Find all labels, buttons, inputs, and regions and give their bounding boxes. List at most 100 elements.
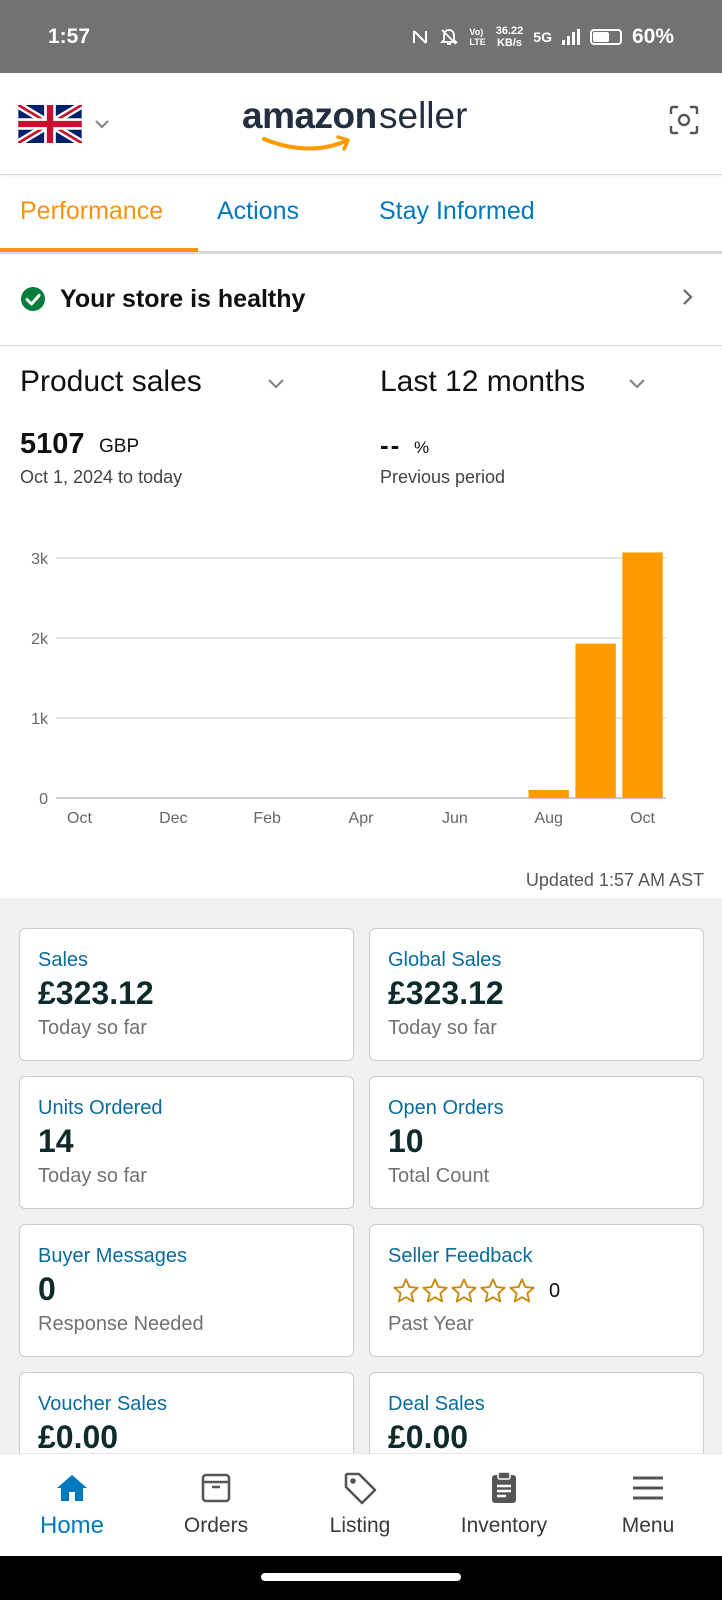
chevron-down-icon[interactable] <box>626 372 648 394</box>
status-bar: 1:57 Vo) LTE 36.22 KB/s 5G 60% <box>0 0 722 73</box>
network-type: 5G <box>533 28 552 45</box>
card-seller-feedback[interactable]: Seller Feedback 0 Past Year <box>369 1224 704 1357</box>
card-value: 14 <box>38 1123 74 1159</box>
chart-bar <box>575 643 616 798</box>
check-circle-icon <box>21 287 45 311</box>
change-value: -- <box>380 430 402 460</box>
tab-performance[interactable]: Performance <box>20 197 164 225</box>
country-selector[interactable] <box>18 105 112 143</box>
amazon-seller-logo: amazon seller <box>242 95 482 151</box>
card-title: Buyer Messages <box>38 1245 187 1267</box>
sales-bar-chart: 0 1k 2k 3k Oct Dec Feb Apr Jun Aug Oct <box>31 551 666 827</box>
card-subtitle: Today so far <box>388 1017 497 1039</box>
amazon-smile-icon <box>262 135 350 151</box>
card-value: £0.00 <box>38 1419 119 1455</box>
hamburger-menu-icon <box>633 1476 663 1500</box>
card-units-ordered[interactable]: Units Ordered 14 Today so far <box>19 1076 354 1209</box>
card-value: £0.00 <box>388 1419 469 1455</box>
nav-menu[interactable]: Menu <box>576 1454 720 1557</box>
x-tick-label: Aug <box>534 810 562 827</box>
battery-icon <box>589 28 622 45</box>
y-tick-label: 3k <box>31 551 49 568</box>
tab-stay-informed[interactable]: Stay Informed <box>379 197 535 225</box>
uk-flag-icon <box>18 105 82 143</box>
active-tab-indicator <box>0 248 198 252</box>
metric-selector[interactable]: Product sales <box>20 365 202 398</box>
battery-percent: 60% <box>631 24 674 48</box>
period-selector[interactable]: Last 12 months <box>380 365 586 398</box>
status-icons: Vo) LTE 36.22 KB/s 5G 60% <box>411 25 674 49</box>
nav-orders[interactable]: Orders <box>144 1454 288 1557</box>
chart-bar <box>622 552 663 798</box>
nfc-icon <box>413 29 428 44</box>
x-tick-label: Apr <box>349 810 375 827</box>
sales-total-unit: GBP <box>99 436 140 457</box>
x-tick-label: Jun <box>442 810 468 827</box>
chevron-right-icon <box>683 289 693 305</box>
y-tick-label: 2k <box>31 631 49 648</box>
rating-stars: 0 <box>392 1277 560 1305</box>
nav-label: Menu <box>621 1514 675 1537</box>
card-title: Seller Feedback <box>388 1245 533 1267</box>
card-buyer-messages[interactable]: Buyer Messages 0 Response Needed <box>19 1224 354 1357</box>
tag-icon <box>344 1472 377 1505</box>
volte-indicator: Vo) LTE <box>469 26 486 47</box>
orders-box-icon <box>201 1473 231 1503</box>
date-range-label: Oct 1, 2024 to today <box>20 467 183 487</box>
star-icon <box>422 1278 448 1303</box>
nav-home[interactable]: Home <box>0 1454 144 1557</box>
logo-seller-text: seller <box>379 95 468 136</box>
x-tick-label: Feb <box>253 810 281 827</box>
card-title: Voucher Sales <box>38 1393 167 1415</box>
app-header: amazon seller <box>0 73 722 175</box>
card-subtitle: Today so far <box>38 1165 147 1187</box>
card-value: £323.12 <box>388 975 504 1011</box>
card-open-orders[interactable]: Open Orders 10 Total Count <box>369 1076 704 1209</box>
home-icon <box>57 1475 87 1501</box>
nav-listing[interactable]: Listing <box>288 1454 432 1557</box>
nav-label: Listing <box>329 1514 391 1537</box>
system-gesture-bar <box>0 1556 722 1600</box>
store-health-row[interactable]: Your store is healthy <box>0 256 722 346</box>
card-title: Deal Sales <box>388 1393 485 1415</box>
nav-label: Orders <box>183 1514 249 1537</box>
card-value: 10 <box>388 1123 424 1159</box>
card-global-sales[interactable]: Global Sales £323.12 Today so far <box>369 928 704 1061</box>
nav-label: Inventory <box>460 1514 548 1537</box>
chart-bar <box>528 790 569 798</box>
scan-icon[interactable] <box>668 104 700 136</box>
tab-actions[interactable]: Actions <box>217 197 299 225</box>
card-sales[interactable]: Sales £323.12 Today so far <box>19 928 354 1061</box>
star-icon <box>451 1278 477 1303</box>
clipboard-icon <box>492 1471 516 1503</box>
updated-timestamp: Updated 1:57 AM AST <box>525 870 704 890</box>
card-title: Sales <box>38 949 89 971</box>
bottom-navigation: Home Orders Listing Inventory Menu <box>0 1453 722 1556</box>
net-speed: 36.22 KB/s <box>495 24 524 49</box>
y-tick-label: 0 <box>39 791 48 808</box>
card-subtitle: Total Count <box>388 1165 490 1187</box>
previous-period-label: Previous period <box>380 467 506 487</box>
chevron-down-icon <box>95 120 109 129</box>
change-unit: % <box>414 438 430 457</box>
card-subtitle: Past Year <box>388 1313 474 1335</box>
star-icon <box>480 1278 506 1303</box>
x-tick-label: Oct <box>630 810 655 827</box>
card-title: Units Ordered <box>38 1097 163 1119</box>
bell-off-icon <box>440 28 459 45</box>
chevron-down-icon[interactable] <box>265 372 287 394</box>
card-value: 0 <box>38 1271 56 1307</box>
feedback-count: 0 <box>549 1279 561 1302</box>
card-title: Open Orders <box>388 1097 504 1119</box>
x-tick-label: Oct <box>67 810 92 827</box>
star-icon <box>509 1278 535 1303</box>
x-tick-label: Dec <box>159 810 187 827</box>
nav-inventory[interactable]: Inventory <box>432 1454 576 1557</box>
logo-amazon-text: amazon <box>242 95 377 136</box>
status-time: 1:57 <box>48 24 91 48</box>
y-tick-label: 1k <box>31 711 49 728</box>
signal-icon <box>561 28 580 45</box>
sales-total-value: 5107 <box>20 428 85 460</box>
card-value: £323.12 <box>38 975 154 1011</box>
home-gesture-handle[interactable] <box>261 1573 461 1581</box>
